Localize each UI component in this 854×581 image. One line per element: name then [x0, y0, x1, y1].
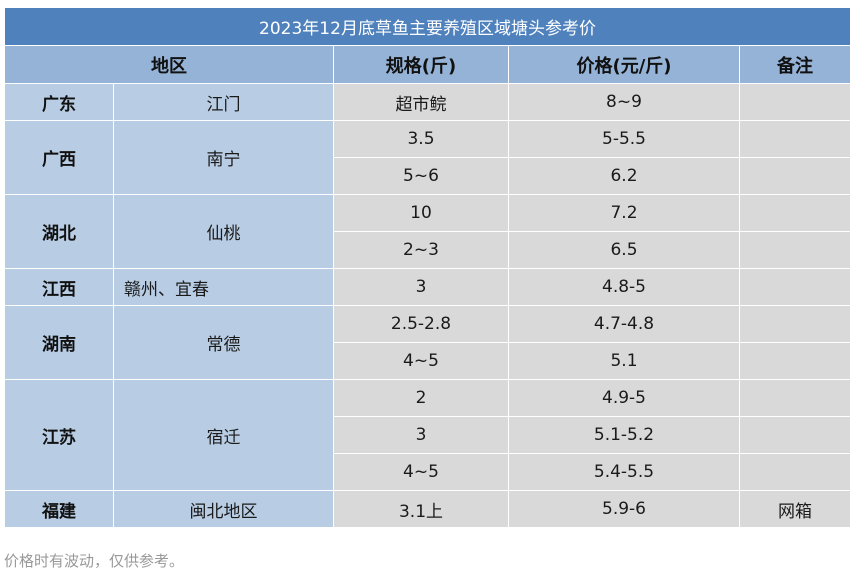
- table-row: 广东 江门 超市鲩 8~9: [4, 83, 852, 121]
- spec-cell: 5~6: [333, 157, 509, 195]
- remark-cell: [738, 305, 852, 343]
- price-cell: 5.9-6: [508, 490, 740, 528]
- remark-cell: [738, 194, 852, 232]
- table-row: 广西 南宁 3.5 5-5.5: [4, 120, 852, 195]
- table-row: 江西 赣州、宜春 3 4.8-5: [4, 268, 852, 306]
- province-cell: 广西: [4, 120, 114, 195]
- spec-cell: 2: [333, 379, 509, 417]
- spec-cell: 2.5-2.8: [333, 305, 509, 343]
- table-row: 湖北 仙桃 10 7.2: [4, 194, 852, 269]
- province-cell: 江苏: [4, 379, 114, 491]
- city-cell: 宿迁: [113, 379, 334, 491]
- remark-cell: [738, 416, 852, 454]
- header-spec: 规格(斤): [333, 45, 509, 84]
- spec-cell: 4~5: [333, 453, 509, 491]
- province-cell: 广东: [4, 83, 114, 121]
- price-cell: 7.2: [508, 194, 740, 232]
- city-cell: 仙桃: [113, 194, 334, 269]
- remark-cell: [738, 231, 852, 269]
- spec-cell: 3: [333, 268, 509, 306]
- spec-cell: 3.1上: [333, 490, 509, 528]
- price-cell: 5-5.5: [508, 120, 740, 158]
- price-cell: 6.2: [508, 157, 740, 195]
- price-table-container: 2023年12月底草鱼主要养殖区域塘头参考价 地区 规格(斤) 价格(元/斤) …: [3, 7, 852, 528]
- remark-cell: [738, 342, 852, 380]
- table-row: 湖南 常德 2.5-2.8 4.7-4.8: [4, 305, 852, 380]
- spec-cell: 4~5: [333, 342, 509, 380]
- header-region: 地区: [4, 45, 334, 84]
- table-row: 5~6 6.2: [5, 157, 852, 195]
- city-cell: 南宁: [113, 120, 334, 195]
- city-cell: 赣州、宜春: [113, 268, 334, 306]
- price-cell: 8~9: [508, 83, 740, 121]
- spec-cell: 超市鲩: [333, 83, 509, 121]
- remark-cell: [738, 268, 852, 306]
- remark-cell: [738, 157, 852, 195]
- spec-cell: 3: [333, 416, 509, 454]
- remark-cell: [738, 83, 852, 121]
- city-cell: 江门: [113, 83, 334, 121]
- province-cell: 江西: [4, 268, 114, 306]
- footnote: 价格时有波动，仅供参考。: [4, 552, 185, 570]
- province-cell: 福建: [4, 490, 114, 528]
- province-cell: 湖南: [4, 305, 114, 380]
- price-cell: 5.1-5.2: [508, 416, 740, 454]
- spec-cell: 10: [333, 194, 509, 232]
- price-table: 2023年12月底草鱼主要养殖区域塘头参考价 地区 规格(斤) 价格(元/斤) …: [3, 7, 852, 528]
- price-cell: 4.8-5: [508, 268, 740, 306]
- header-remark: 备注: [738, 45, 852, 84]
- spec-cell: 2~3: [333, 231, 509, 269]
- table-row: 2~3 6.5: [5, 231, 852, 269]
- table-title: 2023年12月底草鱼主要养殖区域塘头参考价: [3, 7, 852, 46]
- remark-cell: 网箱: [738, 490, 852, 528]
- remark-cell: [738, 120, 852, 158]
- header-price: 价格(元/斤): [508, 45, 740, 84]
- table-row: 4~5 5.4-5.5: [5, 453, 852, 491]
- remark-cell: [738, 453, 852, 491]
- table-row: 福建 闽北地区 3.1上 5.9-6 网箱: [4, 490, 852, 528]
- city-cell: 常德: [113, 305, 334, 380]
- table-row: 江苏 宿迁 2 4.9-5: [4, 379, 852, 491]
- remark-cell: [738, 379, 852, 417]
- price-cell: 4.7-4.8: [508, 305, 740, 343]
- price-cell: 5.1: [508, 342, 740, 380]
- price-cell: 6.5: [508, 231, 740, 269]
- table-row: 4~5 5.1: [5, 342, 852, 380]
- price-cell: 4.9-5: [508, 379, 740, 417]
- price-cell: 5.4-5.5: [508, 453, 740, 491]
- city-cell: 闽北地区: [113, 490, 334, 528]
- province-cell: 湖北: [4, 194, 114, 269]
- spec-cell: 3.5: [333, 120, 509, 158]
